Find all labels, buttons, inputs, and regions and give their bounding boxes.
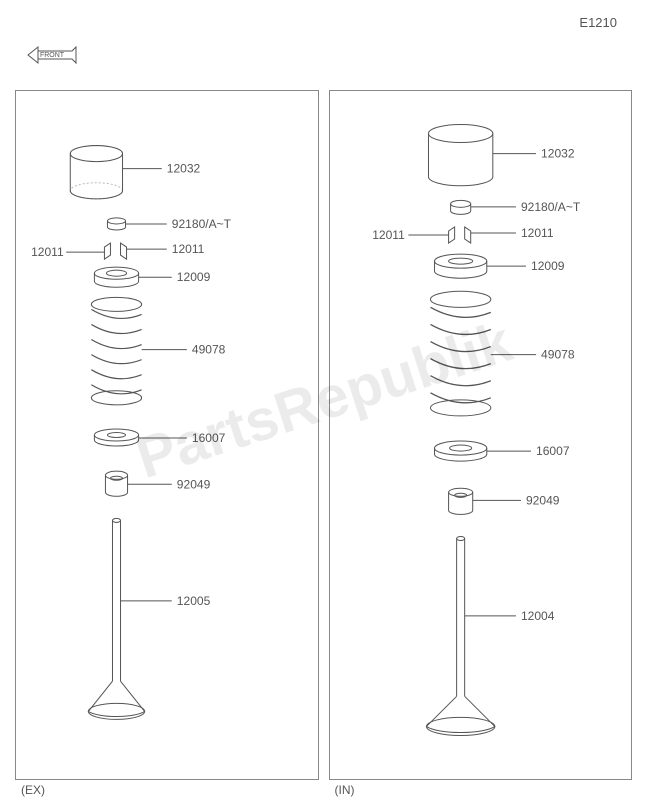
panel-ex-label: (EX) <box>21 783 45 797</box>
label-retainer: 12009 <box>177 270 211 284</box>
ex-diagram: 12032 92180/A~T 12011 12011 <box>16 91 318 779</box>
in-diagram: 12032 92180/A~T 12011 12011 <box>330 91 632 779</box>
part-seal <box>448 488 472 514</box>
header-code: E1210 <box>579 15 617 30</box>
label-cotter-left: 12011 <box>31 245 64 259</box>
part-shim <box>107 218 125 230</box>
part-shim <box>450 200 470 214</box>
label-seal: 92049 <box>525 493 559 507</box>
part-spring <box>430 291 490 416</box>
part-cotter-left <box>448 227 454 243</box>
part-cotter-right <box>121 243 127 259</box>
part-seal <box>105 471 127 496</box>
label-seal: 92049 <box>177 477 211 491</box>
panel-in: 12032 92180/A~T 12011 12011 <box>329 90 633 780</box>
label-tappet: 12032 <box>541 147 575 161</box>
part-cotter-left <box>104 243 110 259</box>
part-tappet <box>70 146 122 199</box>
front-direction-icon: FRONT <box>20 40 80 70</box>
part-valve <box>88 518 144 719</box>
label-cotter-right: 12011 <box>172 242 205 256</box>
part-retainer <box>94 267 138 287</box>
part-valve <box>426 537 494 736</box>
front-text: FRONT <box>40 52 65 59</box>
part-retainer <box>434 254 486 278</box>
part-seat <box>94 429 138 446</box>
label-retainer: 12009 <box>531 259 565 273</box>
label-valve: 12005 <box>177 594 211 608</box>
panel-ex: 12032 92180/A~T 12011 12011 <box>15 90 319 780</box>
part-seat <box>434 441 486 461</box>
part-tappet <box>428 124 492 185</box>
panel-container: 12032 92180/A~T 12011 12011 <box>15 90 632 780</box>
label-valve: 12004 <box>520 609 554 623</box>
label-tappet: 12032 <box>167 162 201 176</box>
panel-in-label: (IN) <box>335 783 355 797</box>
part-spring <box>91 297 141 405</box>
part-cotter-right <box>464 227 470 243</box>
label-spring: 49078 <box>192 343 226 357</box>
label-shim: 92180/A~T <box>172 217 232 231</box>
label-cotter-right: 12011 <box>520 226 553 240</box>
label-spring: 49078 <box>541 348 575 362</box>
label-seat: 16007 <box>536 444 570 458</box>
label-shim: 92180/A~T <box>520 200 580 214</box>
label-seat: 16007 <box>192 431 226 445</box>
label-cotter-left: 12011 <box>372 228 405 242</box>
